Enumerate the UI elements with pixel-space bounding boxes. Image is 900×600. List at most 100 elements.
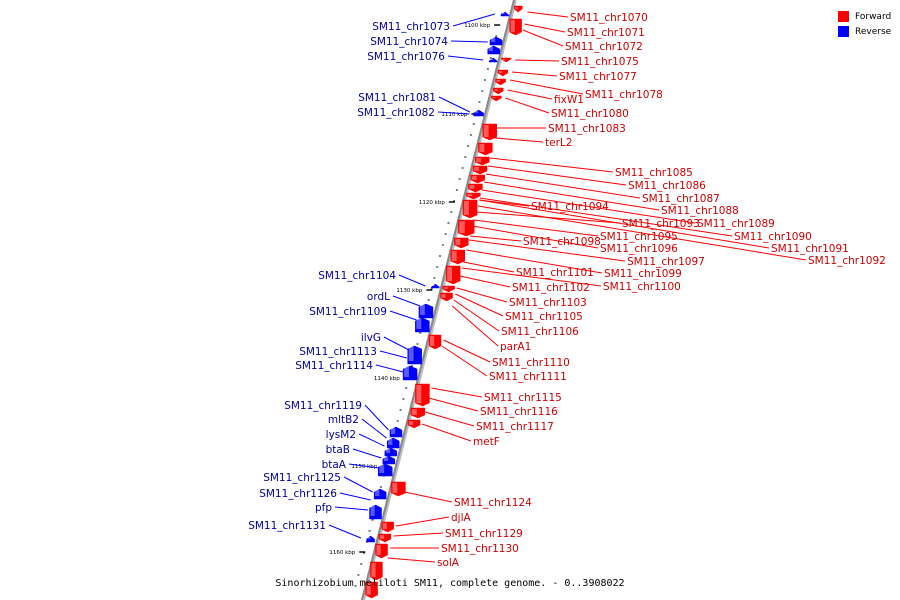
reverse-gene-block-shade: [390, 428, 396, 434]
forward-gene-block: [470, 174, 485, 184]
scale-tick-label: 1130 kbp: [396, 288, 422, 294]
reverse-leader-line: [328, 524, 362, 539]
reverse-gene-label: mltB2: [328, 414, 359, 426]
forward-leader-line: [515, 59, 560, 62]
forward-gene-label: SM11_chr1110: [492, 357, 570, 369]
forward-gene-label: SM11_chr1103: [509, 297, 587, 309]
reverse-leader-line: [334, 506, 369, 511]
reverse-gene-block: [382, 455, 396, 465]
forward-leader-line: [495, 137, 544, 143]
forward-gene-label: metF: [473, 436, 500, 448]
reverse-gene-block: [489, 36, 503, 46]
forward-gene-label: SM11_chr1124: [454, 497, 532, 509]
reverse-leader-line: [379, 350, 408, 359]
forward-leader-line: [469, 239, 626, 262]
forward-gene-block: [475, 156, 490, 166]
forward-leader-line: [527, 11, 569, 18]
forward-leader-line: [490, 157, 614, 173]
reverse-gene-block-shade: [419, 305, 425, 315]
forward-gene-block-shade: [479, 144, 485, 152]
forward-leader-line: [470, 235, 522, 242]
legend-forward: Forward: [838, 9, 891, 24]
strand-legend: Forward Reverse: [838, 9, 891, 39]
reverse-gene-block-shade: [385, 449, 391, 453]
forward-leader-line: [479, 197, 733, 237]
forward-leader-line: [424, 411, 475, 427]
reverse-gene-label: SM11_chr1114: [295, 360, 373, 372]
forward-leader-line: [443, 339, 491, 363]
forward-gene-block-shade: [515, 7, 519, 9]
forward-gene-label: SM11_chr1096: [600, 243, 678, 255]
reverse-leader-line: [358, 433, 385, 447]
reverse-gene-label: ordL: [367, 291, 390, 303]
forward-gene-block-shade: [474, 167, 479, 171]
reverse-gene-block: [487, 45, 500, 55]
reverse-leader-line: [375, 364, 404, 373]
forward-gene-label: SM11_chr1087: [642, 193, 720, 205]
reverse-leader-line: [361, 418, 387, 439]
forward-leader-line: [393, 532, 444, 537]
scale-tick-label: 1120 kbp: [419, 200, 445, 206]
reverse-leader-line: [452, 13, 496, 27]
forward-gene-block-shade: [430, 336, 435, 346]
forward-swatch: [838, 11, 849, 22]
reverse-gene-block: [431, 283, 440, 289]
forward-gene-block-shade: [476, 158, 482, 162]
reverse-gene-label: lysM2: [326, 429, 356, 441]
forward-gene-label: SM11_chr1086: [628, 180, 706, 192]
forward-gene-block: [495, 78, 506, 86]
reverse-gene-label: SM11_chr1113: [299, 346, 377, 358]
forward-gene-block: [391, 481, 406, 497]
reverse-gene-block: [384, 447, 398, 457]
forward-leader-line: [512, 71, 558, 77]
forward-gene-label: SM11_chr1117: [476, 421, 554, 433]
forward-gene-block-shade: [441, 294, 446, 298]
forward-gene-block-shade: [492, 97, 496, 98]
forward-gene-block-shade: [510, 20, 515, 32]
scale-tick-label: 1100 kbp: [464, 23, 490, 29]
reverse-leader-line: [437, 111, 470, 115]
reverse-gene-label: SM11_chr1082: [357, 107, 435, 119]
reverse-gene-label: SM11_chr1109: [309, 306, 387, 318]
reverse-gene-label: btaB: [326, 444, 350, 456]
forward-leader-line: [479, 199, 770, 249]
forward-gene-label: terL2: [545, 137, 572, 149]
forward-gene-block-shade: [443, 287, 448, 289]
forward-gene-block-shade: [416, 385, 422, 403]
forward-leader-line: [474, 219, 599, 237]
reverse-gene-block-shade: [416, 319, 422, 329]
reverse-gene-block-shade: [501, 13, 505, 14]
forward-gene-block: [492, 87, 504, 95]
forward-leader-line: [455, 293, 504, 317]
forward-gene-label: SM11_chr1090: [734, 231, 812, 243]
reverse-gene-label: SM11_chr1076: [367, 51, 445, 63]
forward-gene-block-shade: [379, 535, 385, 539]
reverse-leader-line: [383, 336, 410, 351]
reverse-gene-label: ilvG: [361, 332, 381, 344]
forward-gene-label: SM11_chr1075: [561, 56, 639, 68]
scale-tick-label: 1150 kbp: [351, 464, 377, 470]
reverse-gene-block: [473, 109, 484, 117]
reverse-gene-block-shade: [408, 347, 414, 361]
forward-gene-block: [407, 419, 421, 429]
forward-gene-label: SM11_chr1102: [512, 282, 590, 294]
forward-gene-label: SM11_chr1072: [565, 41, 643, 53]
forward-leader-line: [421, 423, 472, 442]
reverse-leader-line: [392, 295, 421, 307]
reverse-gene-block: [378, 463, 393, 477]
forward-gene-block: [466, 192, 481, 200]
forward-gene-label: SM11_chr1077: [559, 71, 637, 83]
forward-gene-block: [375, 543, 388, 559]
reverse-gene-label: pfp: [315, 502, 332, 514]
forward-gene-label: djlA: [451, 512, 471, 524]
reverse-leader-line: [447, 55, 484, 61]
forward-gene-block: [509, 18, 522, 36]
forward-leader-line: [507, 89, 553, 100]
reverse-gene-block: [389, 426, 403, 438]
reverse-gene-block-shade: [474, 111, 479, 113]
forward-gene-label: SM11_chr1091: [771, 243, 849, 255]
reverse-gene-block-shade: [404, 367, 409, 377]
forward-gene-block-shade: [447, 267, 453, 281]
forward-gene-label: SM11_chr1101: [516, 267, 594, 279]
